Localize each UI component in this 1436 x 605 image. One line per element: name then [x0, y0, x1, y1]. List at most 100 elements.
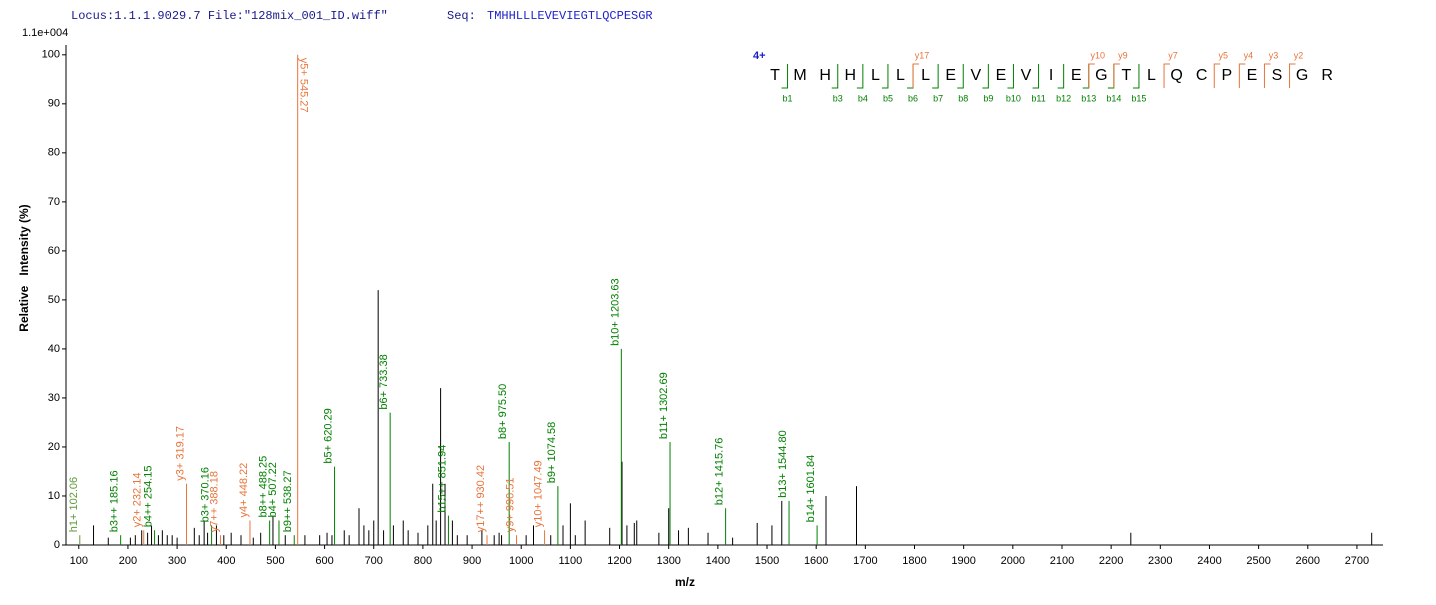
x-tick-label: 1300 — [656, 555, 680, 567]
y-tick-label: 60 — [48, 245, 60, 257]
scale-label: 1.1e+004 — [22, 27, 68, 39]
residue: S — [1272, 67, 1283, 84]
b-bracket — [1057, 64, 1065, 89]
y-bracket — [1088, 63, 1095, 88]
peak-label: b9++ 538.27 — [282, 470, 294, 532]
b-ion-label: b7 — [933, 93, 943, 103]
x-tick-label: 2700 — [1345, 555, 1369, 567]
y-ion-label: y10 — [1090, 50, 1105, 60]
y-ion-label: y9 — [1118, 50, 1128, 60]
residue: G — [1296, 67, 1308, 84]
residue: E — [1071, 67, 1082, 84]
b-bracket — [1132, 64, 1140, 89]
y-bracket — [912, 63, 920, 88]
peak-label: b3+ 370.16 — [200, 467, 212, 522]
x-tick-label: 1600 — [804, 555, 828, 567]
b-ion-label: b13 — [1081, 93, 1096, 103]
residue: E — [1247, 67, 1258, 84]
x-tick-label: 300 — [168, 555, 186, 567]
b-bracket — [907, 64, 914, 89]
x-tick-label: 2200 — [1099, 555, 1123, 567]
b-ion-label: b1 — [783, 93, 793, 103]
residue: L — [1147, 67, 1156, 84]
x-tick-label: 1800 — [902, 555, 926, 567]
x-tick-label: 200 — [119, 555, 137, 567]
b-ion-label: b14 — [1106, 93, 1121, 103]
x-tick-label: 1700 — [853, 555, 877, 567]
residue: T — [1122, 67, 1132, 84]
b-ion-label: b15 — [1131, 93, 1146, 103]
y-ion-label: y5 — [1218, 50, 1228, 60]
x-tick-label: 2300 — [1148, 555, 1172, 567]
x-tick-label: 2100 — [1050, 555, 1074, 567]
y-bracket — [1113, 63, 1120, 88]
peak-label: b5+ 620.29 — [323, 408, 335, 463]
b-ion-label: b12 — [1056, 93, 1071, 103]
peak-label: b3++ 185.16 — [109, 470, 121, 532]
peak-label: y5+ 545.27 — [298, 58, 310, 113]
x-tick-label: 900 — [463, 555, 481, 567]
residue: P — [1221, 67, 1232, 84]
residue: R — [1321, 67, 1333, 84]
peak-label: y17++ 930.42 — [475, 465, 487, 532]
peak-label: h1+ 102.06 — [68, 477, 80, 532]
y-bracket — [1213, 63, 1221, 88]
y-ion-label: y17 — [915, 50, 930, 60]
peak-label: b12+ 1415.76 — [714, 438, 726, 506]
b-bracket — [856, 64, 864, 89]
b-bracket — [781, 64, 789, 89]
x-tick-label: 2600 — [1296, 555, 1320, 567]
y-bracket — [1289, 63, 1296, 88]
b-bracket — [957, 64, 964, 89]
peak-label: y3+ 319.17 — [175, 426, 187, 481]
residue: V — [970, 67, 981, 84]
x-tick-label: 400 — [217, 555, 235, 567]
residue: C — [1196, 67, 1208, 84]
sequence: TMHHLLLEVEVIEGTLQCPESGR — [487, 9, 653, 23]
y-tick-label: 100 — [42, 49, 60, 61]
y-tick-label: 10 — [48, 490, 60, 502]
x-axis-label: m/z — [675, 575, 695, 589]
peak-label: b9+ 1074.58 — [546, 422, 558, 483]
peak-label: b15++ 851.94 — [436, 445, 448, 513]
residue: M — [793, 67, 806, 84]
b-ion-label: b8 — [958, 93, 968, 103]
seq-label: Seq: — [447, 9, 476, 23]
x-tick-label: 2000 — [1001, 555, 1025, 567]
x-tick-label: 2500 — [1246, 555, 1270, 567]
y-ion-label: y2 — [1294, 50, 1304, 60]
residue: E — [996, 67, 1007, 84]
residue: L — [871, 67, 880, 84]
b-ion-label: b9 — [983, 93, 993, 103]
x-tick-label: 800 — [414, 555, 432, 567]
residue: V — [1021, 67, 1032, 84]
b-bracket — [932, 64, 939, 89]
y-bracket — [1263, 63, 1271, 88]
b-ion-label: b3 — [833, 93, 843, 103]
peak-label: b6+ 733.38 — [378, 354, 390, 409]
residue: L — [921, 67, 930, 84]
residue: I — [1049, 67, 1053, 84]
b-ion-label: b10 — [1006, 93, 1021, 103]
b-bracket — [982, 64, 989, 89]
y-bracket — [1238, 63, 1246, 88]
b-ion-label: b6 — [908, 93, 918, 103]
y-tick-label: 30 — [48, 392, 60, 404]
x-tick-label: 1500 — [755, 555, 779, 567]
x-tick-label: 1000 — [509, 555, 533, 567]
locus: Locus:1.1.1.9029.7 File:"128mix_001_ID.w… — [71, 9, 388, 23]
peak-label: b8++ 488.25 — [258, 456, 270, 518]
x-tick-label: 600 — [315, 555, 333, 567]
y-tick-label: 40 — [48, 343, 60, 355]
residue: H — [819, 67, 831, 84]
peak-label: b4++ 254.15 — [143, 465, 155, 527]
peak-label: b14+ 1601.84 — [805, 455, 817, 523]
x-tick-label: 1100 — [559, 555, 583, 567]
b-bracket — [881, 64, 889, 89]
x-tick-label: 2400 — [1197, 555, 1221, 567]
peak-label: y10+ 1047.49 — [533, 460, 545, 527]
peak-label: b11+ 1302.69 — [658, 372, 670, 439]
x-tick-label: 1900 — [951, 555, 975, 567]
y-axis-label: Relative Intensity (%) — [17, 204, 31, 331]
